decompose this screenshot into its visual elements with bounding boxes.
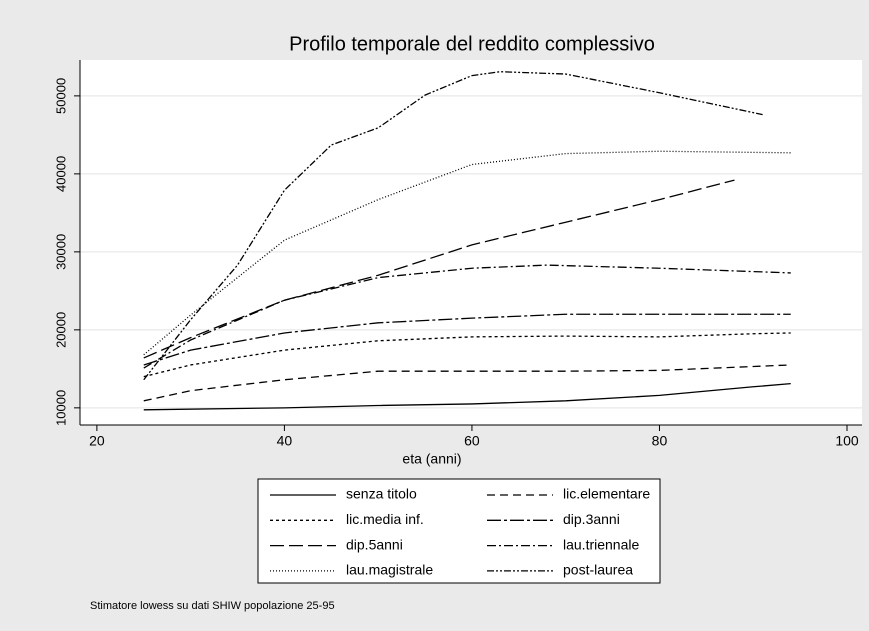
series-line [143,71,763,381]
y-tick-label: 40000 [53,156,68,192]
series-line [143,313,791,366]
lines [143,71,791,411]
x-tick-label: 60 [464,433,480,449]
legend-label: dip.3anni [563,511,620,527]
series-line [143,179,735,359]
legend-label: dip.5anni [346,536,403,552]
legend-label: post-laurea [563,562,633,578]
x-tick-label: 80 [652,433,668,449]
plot-area [80,60,862,425]
series-line [143,150,791,356]
x-tick-label: 20 [89,433,105,449]
x-tick-label: 100 [835,433,859,449]
y-tick-label: 30000 [53,234,68,270]
y-tick-label: 10000 [53,390,68,426]
x-axis-label: eta (anni) [402,451,461,467]
legend-label: lau.triennale [563,536,639,552]
legend [257,478,661,584]
series-line [143,364,791,402]
legend-label: lic.elementare [563,486,650,502]
y-tick-label: 50000 [53,78,68,114]
x-tick-label: 40 [277,433,293,449]
grid [80,95,862,409]
series-line [143,264,791,369]
legend-label: lau.magistrale [346,562,433,578]
chart-title: Profilo temporale del reddito complessiv… [289,33,655,55]
legend-label: lic.media inf. [346,511,424,527]
series-line [143,383,791,411]
note: Stimatore lowess su dati SHIW popolazion… [90,600,335,612]
legend-label: senza titolo [346,486,417,502]
series-line [143,332,791,378]
y-tick-label: 20000 [53,312,68,348]
